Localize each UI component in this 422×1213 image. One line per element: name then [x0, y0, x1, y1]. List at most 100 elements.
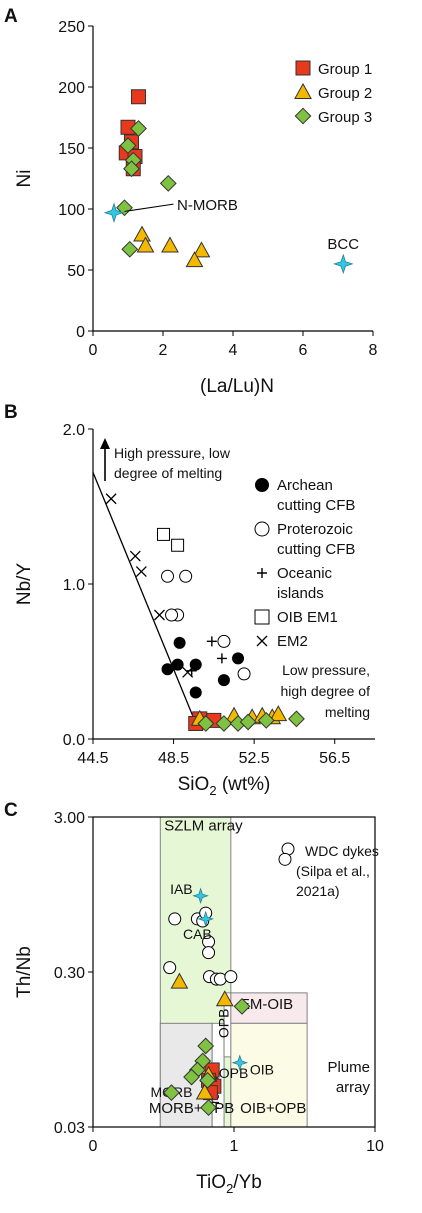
- group-2-point: [185, 251, 204, 268]
- annotation-high-degree: high degree of: [280, 683, 370, 699]
- wdc-dykes-point: [202, 946, 216, 960]
- y-tick-label: 150: [58, 141, 85, 158]
- x-axis-label-subscript: 2: [226, 1181, 233, 1196]
- y-tick-label: 250: [58, 19, 85, 36]
- legend-em2-label: EM2: [277, 633, 308, 650]
- region-label-oib-opb: OIB+OPB: [240, 1100, 306, 1117]
- group-2-point: [133, 225, 151, 242]
- proterozoic-cutting-cfb-point: [161, 569, 175, 583]
- group-3-point: [116, 199, 133, 217]
- x-axis-label: (La/Lu)N: [200, 376, 274, 397]
- group-3-point: [119, 137, 137, 154]
- group-3-point: [183, 1068, 200, 1086]
- y-axis-label: Ni: [14, 170, 35, 188]
- legend-wdc-dykes-label: WDC dykes: [305, 843, 379, 859]
- archean-cutting-cfb-point: [232, 652, 245, 665]
- y-tick-label: 0.30: [54, 965, 85, 982]
- group-3-point: [239, 713, 257, 731]
- group-3-point: [159, 174, 177, 192]
- group-2-point: [192, 241, 211, 258]
- x-tick-label: 56.5: [319, 750, 350, 767]
- legend-group-1-label: Group 1: [318, 61, 372, 78]
- x-axis-label: TiO2/Yb: [196, 1172, 262, 1196]
- proterozoic-cutting-cfb-point: [179, 569, 193, 583]
- x-tick-label: 2: [159, 342, 168, 359]
- em2-point: [129, 550, 141, 562]
- legend-group-2-label: Group 2: [318, 85, 372, 102]
- panel-b-chart: 44.5 48.5 52.5 56.5 0.0 1.0 2.0 SiO2 (wt%) Nb/Y H…: [14, 422, 375, 798]
- group-2-point: [161, 236, 179, 253]
- archean-cutting-cfb-point: [189, 686, 202, 699]
- group-3-point: [130, 120, 147, 137]
- oceanic-islands-point: [216, 653, 227, 664]
- y-axis-label: Nb/Y: [14, 563, 35, 606]
- y-tick-label: 50: [67, 263, 85, 280]
- region-oib-opb: [230, 1022, 308, 1128]
- label-array: array: [336, 1079, 371, 1096]
- legend-wdc-dykes-label: (Silpa et al.,: [296, 863, 370, 879]
- cab-label: CAB: [183, 926, 212, 942]
- archean-cutting-cfb-point: [217, 674, 230, 687]
- proterozoic-cutting-cfb-point: [237, 667, 251, 681]
- legend-proterozoic-cutting-cfb-label: Proterozoic: [277, 521, 353, 538]
- wdc-dykes-point: [278, 852, 292, 866]
- legend-archean-cutting-cfb-label: Archean: [277, 477, 333, 494]
- em2-point: [154, 609, 165, 621]
- proterozoic-cutting-cfb-point: [165, 608, 179, 622]
- oib-label: OIB: [250, 1062, 274, 1078]
- annotation-low-pressure: Low pressure,: [282, 662, 370, 678]
- y-tick-label: 200: [58, 80, 85, 97]
- label-opb-point: OPB: [219, 1065, 249, 1081]
- wdc-dykes-point: [163, 961, 177, 975]
- annotation-low-degree: degree of melting: [114, 465, 222, 481]
- label-plume: Plume: [327, 1059, 370, 1076]
- cab-marker: [197, 910, 214, 928]
- n-morb-marker: [103, 202, 125, 223]
- panel-letter-a: A: [4, 6, 18, 27]
- region-label-em-oib: EM-OIB: [240, 996, 293, 1013]
- em2-point: [182, 666, 194, 678]
- legend-wdc-dykes-label: 2021a): [296, 883, 340, 899]
- group-3-point: [163, 1084, 180, 1102]
- x-axis-label-subscript: 2: [209, 783, 216, 798]
- legend-proterozoic-cutting-cfb-marker: [254, 521, 270, 537]
- legend-group-1-marker: [295, 60, 311, 76]
- trend-line: [92, 472, 199, 729]
- annotation-melting: melting: [325, 704, 370, 720]
- iab-label: IAB: [170, 881, 193, 897]
- legend-em2-marker: [256, 635, 268, 647]
- archean-cutting-cfb-point: [171, 658, 184, 671]
- y-axis-label: Th/Nb: [14, 946, 35, 998]
- y-tick-label: 3.00: [54, 810, 85, 827]
- bcc-label: BCC: [327, 236, 359, 253]
- y-tick-label: 0: [76, 324, 85, 341]
- legend-oceanic-islands-label: Oceanic: [277, 565, 333, 582]
- wdc-dykes-point: [224, 970, 238, 984]
- legend-group-3-label: Group 3: [318, 109, 372, 126]
- group-3-point: [199, 1071, 217, 1089]
- x-tick-label: 44.5: [77, 750, 108, 767]
- wdc-dykes-point: [168, 912, 182, 926]
- legend-oib-em1-label: OIB EM1: [277, 609, 338, 626]
- proterozoic-cutting-cfb-point: [217, 634, 231, 648]
- x-tick-label: 0: [89, 1138, 98, 1155]
- x-tick-label: 0: [89, 342, 98, 359]
- x-tick-label: 4: [229, 342, 238, 359]
- pressure-arrow-head: [100, 438, 110, 449]
- legend-archean-cutting-cfb-marker: [255, 478, 269, 492]
- legend-oceanic-islands-label: islands: [277, 585, 324, 602]
- n-morb-label: N-MORB: [177, 197, 238, 214]
- x-tick-label: 8: [369, 342, 378, 359]
- group-3-point: [233, 997, 251, 1015]
- bcc-marker: [333, 253, 354, 275]
- group-1-point: [131, 89, 146, 105]
- x-axis-label-part: TiO: [196, 1172, 226, 1193]
- x-tick-label: 48.5: [158, 750, 189, 767]
- y-tick-label: 0.03: [54, 1120, 85, 1137]
- archean-cutting-cfb-point: [173, 636, 186, 649]
- panel-c-chart: SZLM arrayMORB+OPBTrans.OPBEM-OIBOIB+OPB…: [14, 810, 384, 1196]
- x-tick-label: 6: [299, 342, 308, 359]
- group-3-point: [197, 715, 215, 732]
- legend-archean-cutting-cfb-label: cutting CFB: [277, 497, 355, 514]
